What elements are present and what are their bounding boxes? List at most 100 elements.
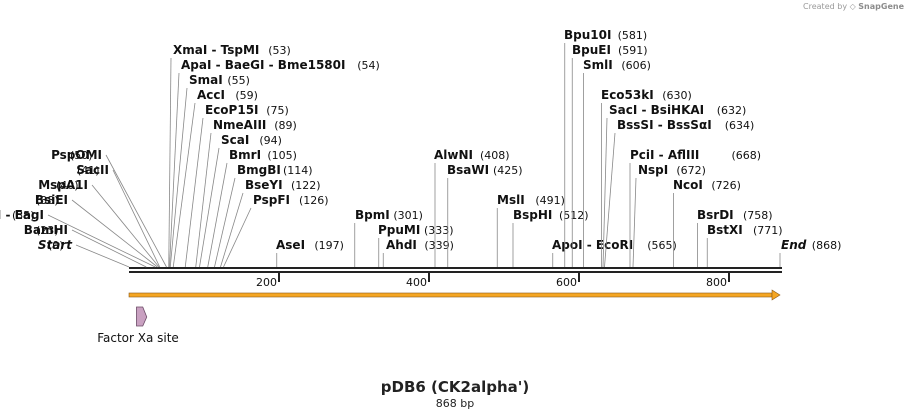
site-label-position: (771) [753, 224, 783, 237]
site-label-name: BsaWI [447, 163, 489, 177]
site-label-name: EcoP15I [205, 103, 259, 117]
site-leader-line [75, 244, 130, 268]
site-label-name: MslI [497, 193, 525, 207]
site-label-position: (105) [267, 149, 297, 162]
site-label-name: AlwNI [434, 148, 473, 162]
site-label-name: NmeAIII [213, 118, 266, 132]
site-label-position: (630) [662, 89, 692, 102]
site-label-position: (672) [676, 164, 706, 177]
site-leader-line [47, 214, 156, 268]
site-label-name: Eco53kI [601, 88, 654, 102]
site-label-name: PspOMI [51, 148, 102, 162]
site-label-position: (632) [717, 104, 747, 117]
site-leader-line [91, 184, 160, 268]
ruler-tick-label: 200 [256, 276, 277, 289]
site-label-position: (114) [283, 164, 313, 177]
site-label-position: (35) [12, 209, 35, 222]
site-leader-line [207, 162, 228, 268]
site-leader-line [184, 117, 204, 268]
site-label-name: Bpu10I [564, 28, 611, 42]
site-label-name: AseI [276, 238, 305, 252]
site-label-position: (606) [621, 59, 651, 72]
site-leader-line [195, 132, 212, 268]
site-label-name: PciI - AflIII [630, 148, 699, 162]
site-label-name: BseYI [245, 178, 283, 192]
site-label-position: (591) [618, 44, 648, 57]
orf-arrow-head [771, 289, 781, 301]
orf-arrow-body [128, 292, 773, 298]
site-label-position: (758) [743, 209, 773, 222]
site-label-position: (59) [235, 89, 258, 102]
site-label-name: Start [38, 238, 73, 252]
site-leader-line [604, 132, 616, 268]
site-label-name: ScaI [221, 133, 249, 147]
feature-label: Factor Xa site [97, 331, 179, 345]
site-label-name: BmgBI [237, 163, 281, 177]
site-label-name: BamHI [24, 223, 68, 237]
site-label-position: (54) [357, 59, 380, 72]
site-label-position: (94) [259, 134, 282, 147]
site-label-name: NspI [638, 163, 668, 177]
site-label-position: (126) [299, 194, 329, 207]
plasmid-length: 868 bp [435, 397, 475, 410]
site-label-position: (333) [424, 224, 454, 237]
site-label-position: (726) [711, 179, 741, 192]
site-label-name: EaeI - EagI [0, 208, 44, 222]
site-label-name: SacII [76, 163, 109, 177]
site-label-name: PpuMI [378, 223, 420, 237]
site-leader-line [632, 177, 637, 268]
credit-brand: SnapGene [858, 2, 904, 11]
site-label-position: (40) [56, 179, 79, 192]
site-label-name: AhdI [386, 238, 417, 252]
site-leader-line [602, 117, 608, 268]
site-label-name: MspA1I [38, 178, 88, 192]
site-label-name: BsiEI [35, 193, 68, 207]
site-label-position: (301) [393, 209, 423, 222]
site-label-position: (565) [647, 239, 677, 252]
site-label-position: (668) [731, 149, 761, 162]
site-label-position: (197) [314, 239, 344, 252]
site-label-name: AccI [197, 88, 225, 102]
site-label-position: (339) [424, 239, 454, 252]
site-label-name: SmaI [189, 73, 223, 87]
site-label-position: (512) [559, 209, 589, 222]
ruler-tick-label: 800 [706, 276, 727, 289]
site-leader-line [105, 154, 167, 268]
site-label-name: BssSI - BssSαI [617, 118, 712, 132]
site-label-position: (491) [535, 194, 565, 207]
site-label-position: (634) [725, 119, 755, 132]
site-label-name: PspFI [253, 193, 290, 207]
credit-prefix: Created by [803, 2, 848, 11]
site-label-position: (581) [618, 29, 648, 42]
feature-factor-xa-site [136, 306, 148, 327]
site-leader-line [199, 147, 220, 268]
site-label-position: (55) [227, 74, 250, 87]
site-label-position: (53) [268, 44, 291, 57]
site-label-name: BsrDI [697, 208, 734, 222]
site-label-position: (38) [36, 194, 59, 207]
site-label-position: (23) [36, 224, 59, 237]
site-leader-line [71, 199, 158, 268]
site-label-position: (868) [812, 239, 842, 252]
site-label-name: SacI - BsiHKAI [609, 103, 704, 117]
site-leader-line [169, 72, 180, 268]
site-leader-line [214, 177, 236, 268]
site-leader-line [169, 87, 188, 268]
site-label-position: (122) [291, 179, 321, 192]
plasmid-name: pDB6 (CK2alpha') [380, 378, 530, 396]
site-label-position: (0) [48, 239, 64, 252]
ruler-tick-label: 400 [406, 276, 427, 289]
site-label-name: SmlI [583, 58, 613, 72]
site-label-position: (75) [266, 104, 289, 117]
site-leader-line [172, 102, 196, 268]
site-label-name: BmrI [229, 148, 261, 162]
site-leader-line [223, 207, 252, 268]
site-leader-line [71, 229, 147, 268]
site-label-name: BpuEI [572, 43, 611, 57]
site-label-position: (425) [493, 164, 523, 177]
site-leader-line [112, 169, 161, 268]
site-label-name: End [781, 238, 807, 252]
site-label-name: XmaI - TspMI [173, 43, 259, 57]
site-leader-line [220, 192, 244, 268]
